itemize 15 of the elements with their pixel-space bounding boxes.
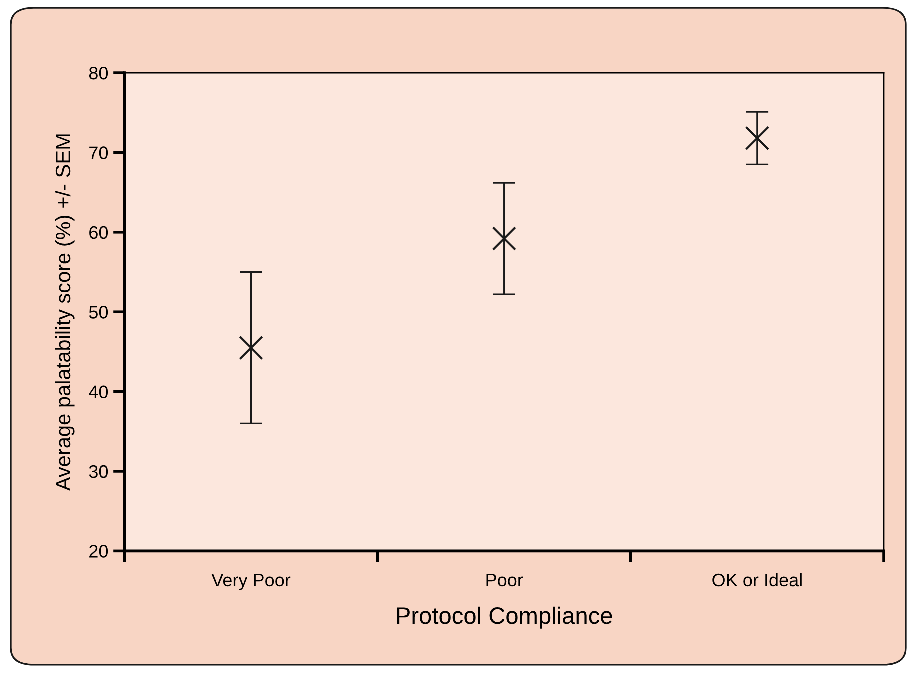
y-tick-label: 30 <box>89 465 108 478</box>
x-axis-title: Protocol Compliance <box>397 606 612 629</box>
x-tick-label: Poor <box>486 574 524 587</box>
point <box>492 226 517 251</box>
point <box>239 336 264 360</box>
y-tick-label: 80 <box>89 66 108 80</box>
x-tick-label: OK or Ideal <box>712 573 802 587</box>
point <box>745 126 770 151</box>
y-tick-label: 50 <box>89 306 108 319</box>
y-tick-label: 70 <box>90 146 108 160</box>
y-tick-label: 40 <box>89 386 108 399</box>
x-tick-label: Very Poor <box>212 574 291 590</box>
y-axis-title: Average palatability score (%) +/- SEM <box>55 134 75 492</box>
y-tick-label: 60 <box>90 226 108 240</box>
y-tick-label: 20 <box>90 545 108 558</box>
